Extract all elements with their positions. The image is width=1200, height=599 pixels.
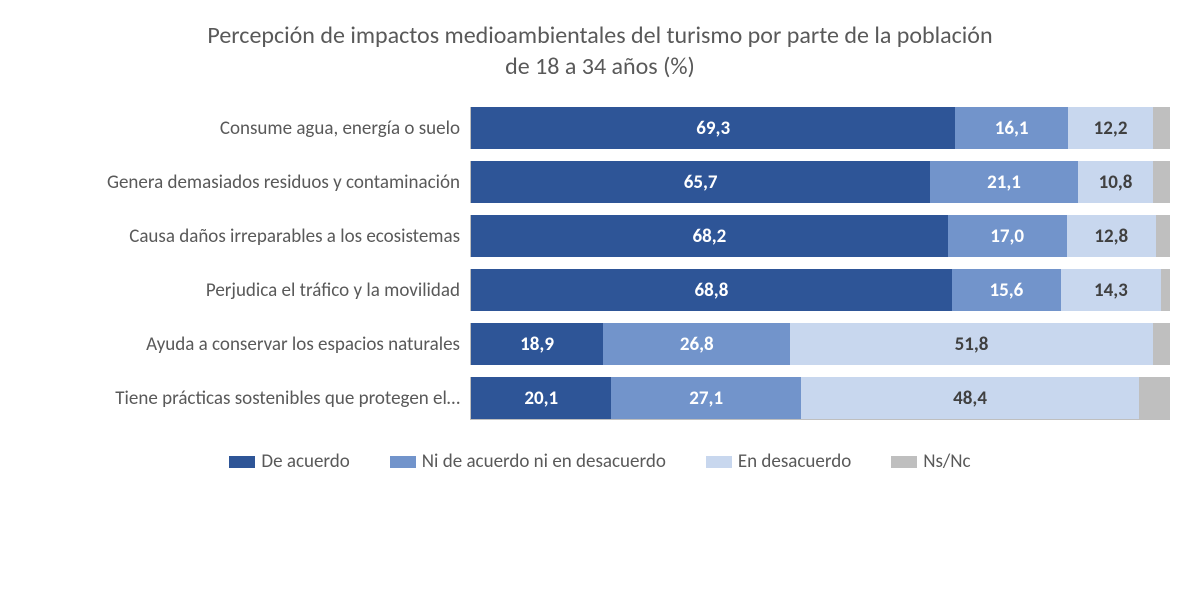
category-label: Perjudica el tráfico y la movilidad [30, 279, 470, 302]
bar-segment-disagree: 51,8 [790, 323, 1152, 365]
bar-segment-neutral: 17,0 [948, 215, 1067, 257]
bar-segment-agree: 68,2 [471, 215, 948, 257]
legend-item-nsnc: Ns/Nc [891, 450, 970, 473]
legend-swatch [229, 456, 255, 468]
legend-item-neutral: Ni de acuerdo ni en desacuerdo [390, 450, 666, 473]
bar-segment-nsnc [1153, 323, 1170, 365]
bar-track: 65,721,110,8 [470, 161, 1170, 203]
chart-row: Perjudica el tráfico y la movilidad68,81… [30, 269, 1170, 311]
legend-label: Ns/Nc [923, 450, 970, 473]
legend-swatch [390, 456, 416, 468]
legend-label: De acuerdo [261, 450, 349, 473]
chart-row: Genera demasiados residuos y contaminaci… [30, 161, 1170, 203]
legend-label: En desacuerdo [738, 450, 851, 473]
bar-track: 69,316,112,2 [470, 107, 1170, 149]
bar-segment-agree: 18,9 [471, 323, 603, 365]
bar-segment-agree: 68,8 [471, 269, 952, 311]
category-label: Causa daños irreparables a los ecosistem… [30, 225, 470, 248]
bar-segment-neutral: 15,6 [952, 269, 1061, 311]
bar-segment-disagree: 12,2 [1068, 107, 1153, 149]
bar-segment-nsnc [1153, 107, 1170, 149]
category-label: Genera demasiados residuos y contaminaci… [30, 171, 470, 194]
bar-segment-nsnc [1161, 269, 1170, 311]
bar-segment-agree: 65,7 [471, 161, 930, 203]
legend-item-disagree: En desacuerdo [706, 450, 851, 473]
legend-label: Ni de acuerdo ni en desacuerdo [422, 450, 666, 473]
x-axis-line [470, 419, 1170, 420]
bar-track: 20,127,148,4 [470, 377, 1170, 419]
category-label: Ayuda a conservar los espacios naturales [30, 333, 470, 356]
bar-segment-disagree: 12,8 [1067, 215, 1156, 257]
legend-swatch [891, 456, 917, 468]
legend: De acuerdo Ni de acuerdo ni en desacuerdo… [30, 450, 1170, 473]
bar-segment-agree: 20,1 [471, 377, 611, 419]
bar-track: 68,815,614,3 [470, 269, 1170, 311]
chart-row: Consume agua, energía o suelo69,316,112,… [30, 107, 1170, 149]
bar-segment-nsnc [1153, 161, 1170, 203]
legend-swatch [706, 456, 732, 468]
bar-segment-nsnc [1156, 215, 1170, 257]
bar-segment-neutral: 27,1 [611, 377, 800, 419]
bar-segment-disagree: 10,8 [1078, 161, 1153, 203]
bar-segment-neutral: 26,8 [603, 323, 790, 365]
chart-title: Percepción de impactos medioambientales … [200, 20, 1000, 82]
chart-row: Ayuda a conservar los espacios naturales… [30, 323, 1170, 365]
bar-segment-nsnc [1139, 377, 1170, 419]
bar-segment-agree: 69,3 [471, 107, 955, 149]
bar-track: 68,217,012,8 [470, 215, 1170, 257]
chart-row: Causa daños irreparables a los ecosistem… [30, 215, 1170, 257]
legend-item-agree: De acuerdo [229, 450, 349, 473]
bar-track: 18,926,851,8 [470, 323, 1170, 365]
bar-segment-disagree: 14,3 [1061, 269, 1161, 311]
bar-segment-neutral: 16,1 [955, 107, 1068, 149]
chart-row: Tiene prácticas sostenibles que protegen… [30, 377, 1170, 419]
bar-segment-neutral: 21,1 [930, 161, 1077, 203]
category-label: Tiene prácticas sostenibles que protegen… [30, 387, 470, 410]
bar-segment-disagree: 48,4 [801, 377, 1139, 419]
category-label: Consume agua, energía o suelo [30, 117, 470, 140]
